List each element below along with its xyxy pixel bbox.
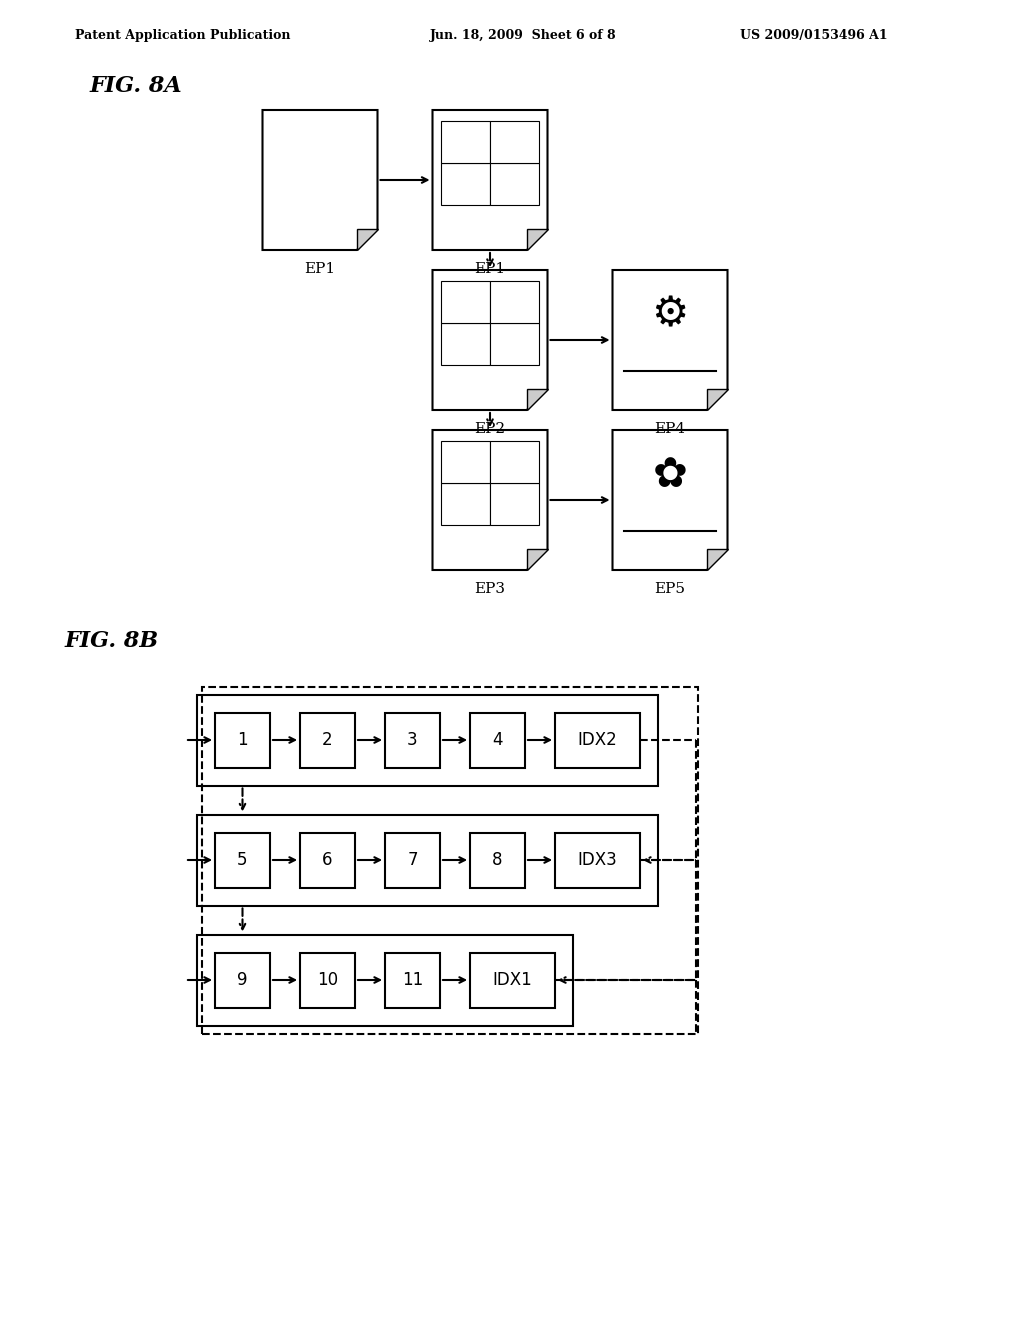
Text: EP5: EP5 — [654, 582, 685, 597]
Bar — [440, 281, 490, 323]
Text: EP1: EP1 — [304, 261, 336, 276]
Bar — [440, 164, 490, 205]
Text: EP4: EP4 — [654, 422, 685, 436]
Text: Jun. 18, 2009  Sheet 6 of 8: Jun. 18, 2009 Sheet 6 of 8 — [430, 29, 616, 41]
Text: FIG. 8B: FIG. 8B — [65, 630, 159, 652]
Text: 11: 11 — [401, 972, 423, 989]
Polygon shape — [432, 430, 548, 570]
Text: 7: 7 — [408, 851, 418, 869]
Bar — [300, 833, 355, 887]
Text: IDX2: IDX2 — [578, 731, 617, 748]
Text: 2: 2 — [323, 731, 333, 748]
Bar — [197, 694, 658, 785]
Polygon shape — [707, 549, 727, 570]
Bar — [385, 713, 440, 767]
Text: 4: 4 — [493, 731, 503, 748]
Text: IDX3: IDX3 — [578, 851, 617, 869]
Polygon shape — [526, 230, 548, 249]
Bar — [555, 713, 640, 767]
Text: 8: 8 — [493, 851, 503, 869]
Bar — [490, 483, 540, 525]
Bar — [555, 833, 640, 887]
Bar — [440, 323, 490, 366]
Text: FIG. 8A: FIG. 8A — [90, 75, 182, 96]
Text: EP2: EP2 — [474, 422, 506, 436]
Text: 5: 5 — [238, 851, 248, 869]
Polygon shape — [526, 549, 548, 570]
Bar — [490, 164, 540, 205]
Bar — [215, 833, 270, 887]
Bar — [440, 483, 490, 525]
Bar — [197, 814, 658, 906]
Text: EP3: EP3 — [474, 582, 506, 597]
Text: ✿: ✿ — [652, 454, 687, 496]
Bar — [215, 713, 270, 767]
Text: ⚙: ⚙ — [651, 294, 689, 335]
Bar — [215, 953, 270, 1007]
Bar — [202, 686, 698, 1034]
Bar — [490, 323, 540, 366]
Bar — [300, 953, 355, 1007]
Polygon shape — [432, 110, 548, 249]
Bar — [490, 121, 540, 164]
Polygon shape — [612, 430, 727, 570]
Bar — [440, 121, 490, 164]
Polygon shape — [707, 389, 727, 411]
Bar — [470, 953, 555, 1007]
Bar — [197, 935, 573, 1026]
Polygon shape — [262, 110, 378, 249]
Text: IDX1: IDX1 — [493, 972, 532, 989]
Text: 9: 9 — [238, 972, 248, 989]
Bar — [470, 713, 525, 767]
Bar — [300, 713, 355, 767]
Text: 3: 3 — [408, 731, 418, 748]
Polygon shape — [526, 389, 548, 411]
Polygon shape — [432, 271, 548, 411]
Bar — [385, 953, 440, 1007]
Text: Patent Application Publication: Patent Application Publication — [75, 29, 291, 41]
Text: 6: 6 — [323, 851, 333, 869]
Polygon shape — [612, 271, 727, 411]
Bar — [490, 441, 540, 483]
Bar — [470, 833, 525, 887]
Text: EP1: EP1 — [474, 261, 506, 276]
Polygon shape — [356, 230, 378, 249]
Bar — [490, 281, 540, 323]
Text: 1: 1 — [238, 731, 248, 748]
Text: 10: 10 — [317, 972, 338, 989]
Bar — [440, 441, 490, 483]
Bar — [385, 833, 440, 887]
Text: US 2009/0153496 A1: US 2009/0153496 A1 — [740, 29, 888, 41]
